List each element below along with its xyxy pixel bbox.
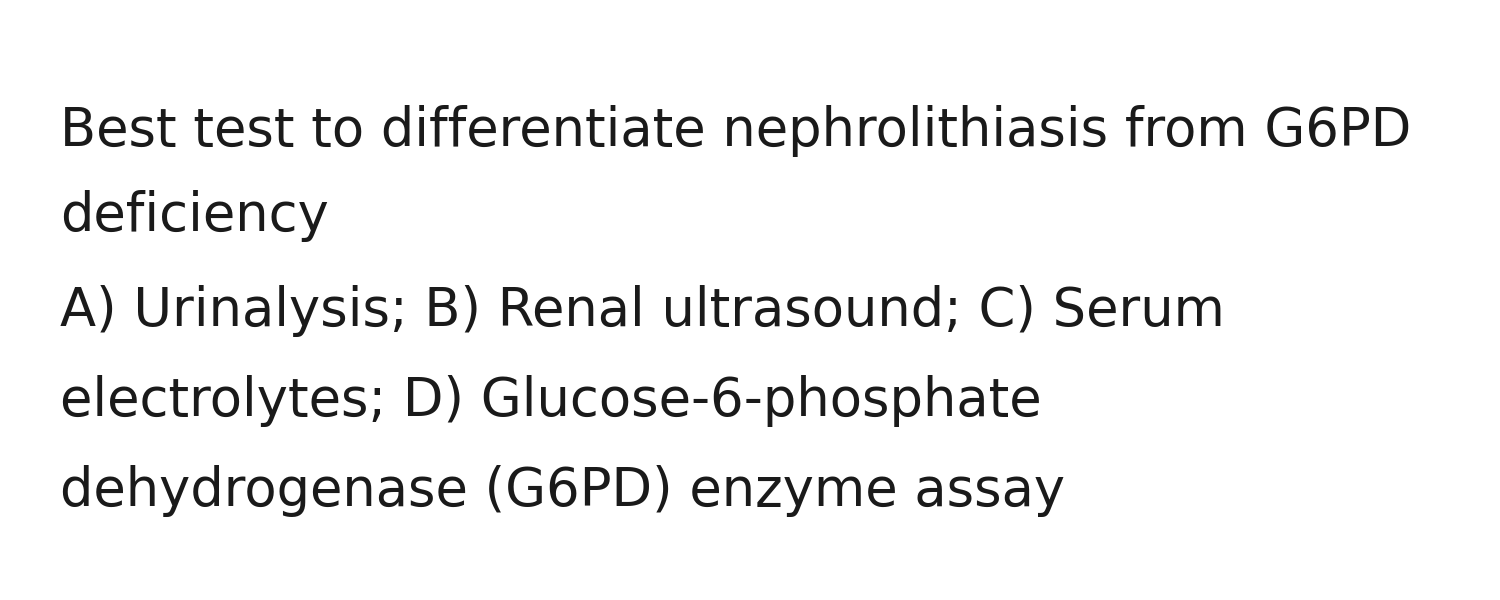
Text: dehydrogenase (G6PD) enzyme assay: dehydrogenase (G6PD) enzyme assay — [60, 465, 1065, 517]
Text: Best test to differentiate nephrolithiasis from G6PD: Best test to differentiate nephrolithias… — [60, 105, 1411, 157]
Text: electrolytes; D) Glucose-6-phosphate: electrolytes; D) Glucose-6-phosphate — [60, 375, 1041, 427]
Text: deficiency: deficiency — [60, 190, 328, 242]
Text: A) Urinalysis; B) Renal ultrasound; C) Serum: A) Urinalysis; B) Renal ultrasound; C) S… — [60, 285, 1225, 337]
